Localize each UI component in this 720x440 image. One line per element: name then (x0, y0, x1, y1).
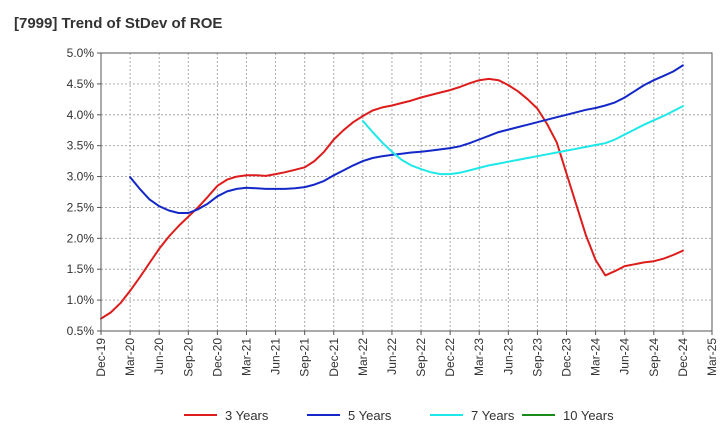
y-tick-label: 2.0% (67, 231, 95, 245)
series-line-3-years (100, 77, 684, 320)
x-tick-label: Dec-19 (94, 338, 108, 377)
legend: 3 Years 5 Years 7 Years 10 Years (184, 408, 614, 423)
x-tick-label: Dec-24 (676, 338, 690, 377)
x-tick-label: Jun-21 (269, 338, 283, 375)
x-tick-label: Jun-23 (501, 338, 515, 375)
y-tick-label: 0.5% (67, 324, 95, 338)
plot-border (100, 52, 713, 332)
x-tick-label: Sep-22 (414, 338, 428, 377)
x-tick-label: Dec-22 (443, 338, 457, 377)
y-tick-label: 3.5% (67, 139, 95, 153)
x-tick-label: Mar-24 (589, 338, 603, 376)
x-tick-label: Mar-23 (472, 338, 486, 376)
x-tick-label: Sep-21 (298, 338, 312, 377)
chart-title: [7999] Trend of StDev of ROE (14, 15, 223, 32)
legend-label: 5 Years (348, 408, 392, 423)
y-tick-label: 3.0% (67, 170, 95, 184)
x-tick-label: Sep-24 (647, 338, 661, 377)
x-tick-label: Dec-21 (327, 338, 341, 377)
y-tick-label: 5.0% (67, 46, 95, 60)
x-tick-label: Sep-23 (530, 338, 544, 377)
x-tick-label: Mar-20 (123, 338, 137, 376)
y-tick-label: 2.5% (67, 200, 95, 214)
y-tick-label: 1.5% (67, 262, 95, 276)
x-tick-label: Jun-20 (152, 338, 166, 375)
legend-label: 7 Years (471, 408, 515, 423)
y-tick-label: 4.5% (67, 77, 95, 91)
x-tick-label: Dec-20 (210, 338, 224, 377)
x-tick-label: Jun-22 (385, 338, 399, 375)
y-tick-label: 4.0% (67, 108, 95, 122)
x-axis-ticks: Dec-19 Mar-20 Jun-20 Sep-20 Dec-20 Mar-21 Jun-… (94, 331, 719, 377)
x-tick-label: Mar-25 (705, 338, 719, 376)
legend-label: 3 Years (225, 408, 269, 423)
x-tick-label: Dec-23 (560, 338, 574, 377)
plot-area (101, 53, 712, 331)
series-lines (100, 64, 684, 320)
series-line-5-years (129, 64, 684, 214)
y-tick-label: 1.0% (67, 293, 95, 307)
series-line-7-years (361, 105, 684, 176)
x-tick-label: Sep-20 (181, 338, 195, 377)
x-tick-label: Mar-21 (239, 338, 253, 376)
y-axis-ticks: 0.5% 1.0% 1.5% 2.0% 2.5% 3.0% 3.5% 4.0% 4.5% 5.0% (67, 46, 101, 338)
x-tick-label: Jun-24 (618, 338, 632, 375)
legend-label: 10 Years (563, 408, 614, 423)
x-tick-label: Mar-22 (356, 338, 370, 376)
